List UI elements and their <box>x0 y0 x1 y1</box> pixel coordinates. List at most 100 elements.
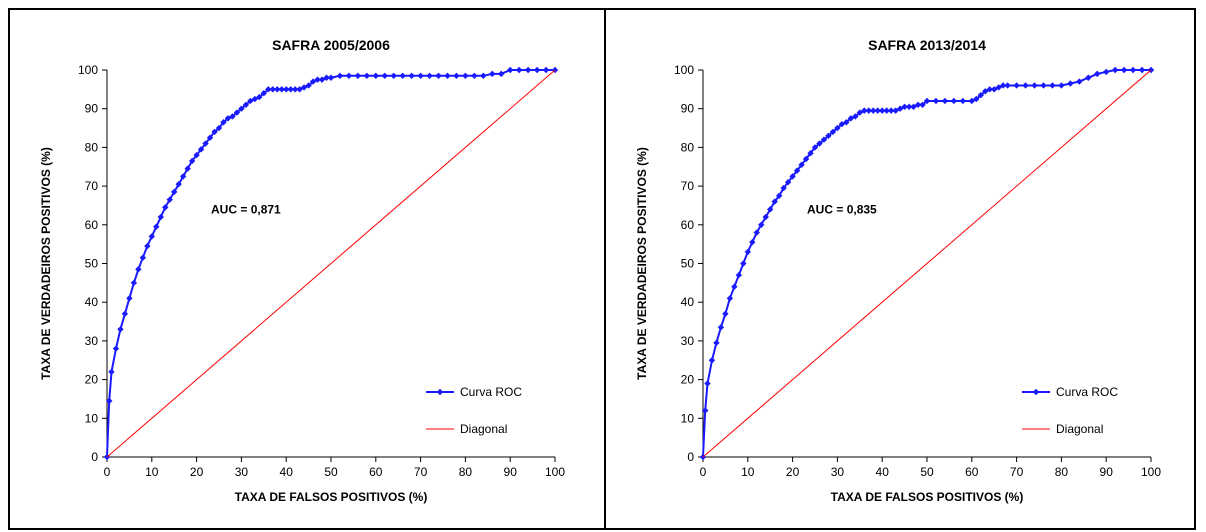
roc-point <box>1013 82 1020 89</box>
roc-point <box>865 107 872 114</box>
roc-point <box>144 242 151 250</box>
roc-point <box>515 66 523 74</box>
roc-point <box>717 324 725 331</box>
roc-point <box>399 72 406 80</box>
y-tick-label: 40 <box>85 295 99 309</box>
x-tick-label: 10 <box>145 465 159 479</box>
x-tick-label: 70 <box>1010 465 1024 479</box>
roc-point <box>117 326 124 333</box>
roc-point <box>489 70 496 78</box>
roc-point <box>838 120 846 128</box>
roc-point <box>287 86 294 93</box>
roc-point <box>726 295 734 302</box>
figure-frame: SAFRA 2005/2006 0 10 20 30 40 50 60 70 80 90 100 0 10… <box>8 8 1196 530</box>
roc-point <box>238 105 245 112</box>
roc-point <box>206 134 214 141</box>
roc-point <box>153 223 160 230</box>
legend-marker <box>1032 388 1040 396</box>
roc-point <box>108 368 115 376</box>
roc-point <box>242 101 250 109</box>
roc-point <box>977 91 984 99</box>
y-tick-label: 70 <box>681 179 695 193</box>
y-tick-label: 20 <box>681 373 695 387</box>
roc-point <box>314 76 321 83</box>
x-tick-label: 0 <box>700 465 707 479</box>
roc-point <box>749 239 756 246</box>
roc-point <box>408 72 415 80</box>
chart-panel-left: SAFRA 2005/2006 0 10 20 30 40 50 60 70 80 90 100 0 10… <box>10 10 604 528</box>
roc-point <box>121 310 129 318</box>
roc-point <box>798 161 805 169</box>
roc-point <box>1129 66 1137 74</box>
y-tick-label: 60 <box>85 218 99 232</box>
legend-marker <box>436 388 444 396</box>
legend-label: Diagonal <box>1056 422 1103 436</box>
y-tick-label: 50 <box>681 257 695 271</box>
roc-point <box>744 248 751 256</box>
roc-point <box>435 72 442 80</box>
roc-point <box>224 115 232 122</box>
roc-point <box>896 105 904 112</box>
roc-point <box>166 196 173 203</box>
roc-point <box>780 184 787 192</box>
roc-point <box>919 101 926 109</box>
roc-point <box>1067 80 1074 87</box>
x-axis-label: TAXA DE FALSOS POSITIVOS (%) <box>831 490 1024 504</box>
roc-point <box>278 86 285 93</box>
roc-point <box>507 66 514 74</box>
roc-point <box>524 66 532 74</box>
chart-title: SAFRA 2005/2006 <box>272 37 390 53</box>
roc-point <box>722 310 729 318</box>
roc-point <box>1094 70 1101 78</box>
roc-point <box>372 72 379 80</box>
roc-point <box>130 279 138 287</box>
y-tick-label: 0 <box>687 450 694 464</box>
roc-point <box>135 266 142 273</box>
roc-point <box>753 229 760 236</box>
roc-point <box>260 90 267 97</box>
y-axis-label: TAXA DE VERDADEIROS POSITIVOS (%) <box>635 147 649 380</box>
y-tick-label: 90 <box>85 102 99 116</box>
roc-point <box>471 72 478 80</box>
roc-point <box>296 86 303 93</box>
roc-point <box>923 97 931 105</box>
roc-point <box>426 72 433 80</box>
roc-point <box>354 72 362 80</box>
legend-label: Curva ROC <box>460 385 522 399</box>
series-line-diagonal <box>702 69 1152 458</box>
roc-point <box>417 72 424 80</box>
series-line-diagonal <box>106 69 556 458</box>
roc-point <box>256 93 263 101</box>
roc-point <box>941 97 949 105</box>
roc-point <box>825 132 832 139</box>
y-tick-label: 80 <box>681 140 695 154</box>
roc-point <box>162 204 169 211</box>
roc-point <box>892 107 899 114</box>
roc-point <box>112 345 120 352</box>
roc-point <box>702 407 709 414</box>
roc-point <box>758 221 765 228</box>
roc-point <box>179 173 187 180</box>
roc-point <box>480 72 487 80</box>
roc-point <box>462 72 469 80</box>
roc-point <box>327 74 335 81</box>
chart-title: SAFRA 2013/2014 <box>868 37 986 53</box>
x-tick-label: 30 <box>831 465 845 479</box>
roc-chart-right: SAFRA 2013/2014 0 10 20 30 40 50 60 70 80 90 100 0 10… <box>635 37 1161 504</box>
y-tick-label: 20 <box>85 373 99 387</box>
roc-point <box>784 179 792 186</box>
x-tick-label: 50 <box>324 465 338 479</box>
roc-point <box>157 213 164 221</box>
roc-point <box>300 84 308 91</box>
x-tick-label: 10 <box>741 465 755 479</box>
roc-point <box>811 144 819 151</box>
roc-point <box>932 97 940 105</box>
chart-panel-right: SAFRA 2013/2014 0 10 20 30 40 50 60 70 80 90 100 0 10… <box>604 10 1200 528</box>
roc-point <box>106 397 113 405</box>
roc-point <box>1138 66 1146 74</box>
roc-point <box>220 119 227 126</box>
roc-point <box>251 95 259 103</box>
y-tick-label: 100 <box>78 63 98 77</box>
x-tick-label: 80 <box>459 465 473 479</box>
y-tick-label: 60 <box>681 218 695 232</box>
